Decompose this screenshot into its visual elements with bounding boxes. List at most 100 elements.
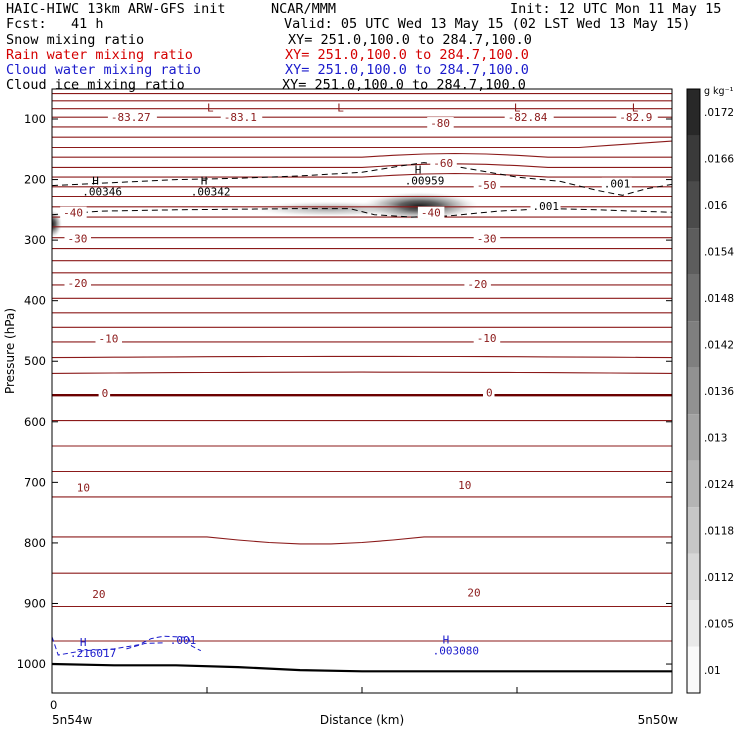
temperature-label-bg (98, 387, 111, 400)
y-axis: 1002003004005006007008009001000Pressure … (3, 112, 672, 671)
ice-contour-label: .001 (533, 200, 560, 213)
colorbar-tick-label: .0142 (704, 340, 734, 352)
colorbar-tick-label: .0148 (704, 293, 734, 305)
low-marker: L (337, 102, 344, 115)
temperature-label-bg (107, 111, 157, 123)
y-tick-label: 600 (24, 415, 46, 429)
temperature-label: -10 (477, 332, 497, 345)
field-cloud-water-name: Cloud water mixing ratio (6, 62, 202, 78)
low-marker: L (514, 102, 521, 115)
field-cloud-water-xy: XY= 251.0,100.0 to 284.7,100.0 (285, 62, 529, 78)
colorbar-tick-label: .013 (704, 432, 727, 444)
field-rain-name: Rain water mixing ratio (6, 47, 193, 63)
colorbar-frame (686, 88, 701, 694)
y-tick-label: 700 (24, 475, 46, 489)
extremum-value-label: .003080 (433, 644, 479, 657)
y-tick-label: 1000 (17, 657, 46, 671)
ice-contour-upper (52, 162, 672, 196)
y-tick-label: 400 (24, 294, 46, 308)
temperature-label: -80 (430, 117, 450, 130)
colorbar-segment (687, 600, 700, 647)
temperature-label: -60 (433, 157, 453, 170)
colorbar-tick-label: .0112 (704, 572, 734, 584)
temperature-contour-line (52, 536, 672, 545)
high-marker: H (443, 633, 450, 646)
x-tick-label: 0 (50, 698, 57, 712)
colorbar-segment (687, 553, 700, 601)
colorbar: .01 .0105 .0112 .0118 .0124 .013 .0136 .0142 .01… (686, 86, 734, 694)
temperature-label: 0 (486, 387, 493, 400)
snow-mixing-shading (52, 192, 478, 238)
colorbar-segment (687, 414, 700, 461)
low-marker: L (207, 102, 214, 115)
cloud-water-contour-label: .001 (170, 634, 197, 647)
temperature-label-bg (464, 586, 484, 599)
temperature-contour-line (52, 140, 672, 149)
cloud-water-contours (52, 635, 202, 656)
colorbar-tick-label: .0166 (704, 154, 734, 166)
temperature-label-bg (60, 206, 87, 219)
temperature-label: -30 (477, 233, 497, 246)
header-org: NCAR/MMM (271, 1, 337, 17)
temperature-label: -30 (68, 233, 88, 246)
terrain-line (51, 662, 672, 673)
temperature-label: -20 (68, 277, 88, 290)
temperature-label-bg (430, 157, 457, 170)
temperature-contour-line (52, 163, 672, 168)
temperature-contours (52, 93, 672, 642)
temperature-label-bg (64, 232, 91, 245)
contour-labels: -83.27 -83.1 -80 -82.84 -82.9 -60 -50 -40 -40 -30… (60, 102, 658, 660)
temperature-label-bg (616, 111, 658, 123)
high-marker: H (415, 164, 422, 177)
temperature-label: 10 (458, 479, 471, 492)
plot-frame (51, 88, 673, 694)
colorbar-segment (687, 228, 700, 275)
extremum-value-label: .00959 (405, 175, 445, 188)
low-marker: L (632, 102, 639, 115)
ice-contour-lower (52, 208, 672, 218)
colorbar-segment (687, 321, 700, 368)
temperature-label: -82.84 (508, 111, 548, 124)
colorbar-tick-label: .0136 (704, 386, 734, 398)
colorbar-tick-label: .0105 (704, 618, 734, 630)
temperature-contour-line (52, 355, 672, 359)
y-axis-label: Pressure (hPa) (3, 308, 17, 394)
temperature-label: -83.27 (111, 111, 151, 124)
x-start-label: 5n54w (52, 713, 93, 727)
colorbar-tick-label: .0118 (704, 525, 734, 537)
colorbar-segment (687, 646, 700, 693)
ice-label-bg (530, 200, 561, 212)
temperature-label-bg (417, 206, 445, 219)
colorbar-segment (687, 135, 700, 182)
temperature-label: 0 (102, 387, 109, 400)
temperature-label-bg (504, 111, 554, 123)
temperature-label-bg (95, 332, 122, 345)
temperature-contour-line (52, 152, 672, 158)
header-fcst: Fcst: 41 h (6, 16, 104, 32)
temperature-label: 10 (77, 482, 90, 495)
y-tick-label: 100 (24, 112, 46, 126)
colorbar-tick-label: .0124 (704, 479, 734, 491)
y-tick-label: 900 (24, 596, 46, 610)
temperature-label: -40 (421, 207, 441, 220)
high-marker: H (92, 174, 99, 187)
temperature-label-bg (473, 332, 501, 345)
cloud-water-contour (126, 642, 164, 650)
temperature-label-bg (89, 588, 109, 601)
colorbar-tick-label: .0172 (704, 107, 734, 119)
temperature-label: -10 (99, 333, 119, 346)
colorbar-segment (687, 460, 700, 508)
temperature-label: 20 (467, 586, 480, 599)
y-tick-label: 800 (24, 536, 46, 550)
y-tick-label: 500 (24, 354, 46, 368)
temperature-label-bg (473, 178, 501, 191)
colorbar-segment (687, 274, 700, 322)
header-model: HAIC-HIWC 13km ARW-GFS init (6, 1, 226, 17)
temperature-label-bg (455, 479, 475, 492)
extremum-value-label: .00346 (82, 185, 122, 198)
temperature-label-bg (73, 481, 93, 494)
colorbar-tick-label: .01 (704, 665, 721, 677)
temperature-label: -40 (63, 207, 83, 220)
temperature-contour-line (52, 172, 672, 178)
